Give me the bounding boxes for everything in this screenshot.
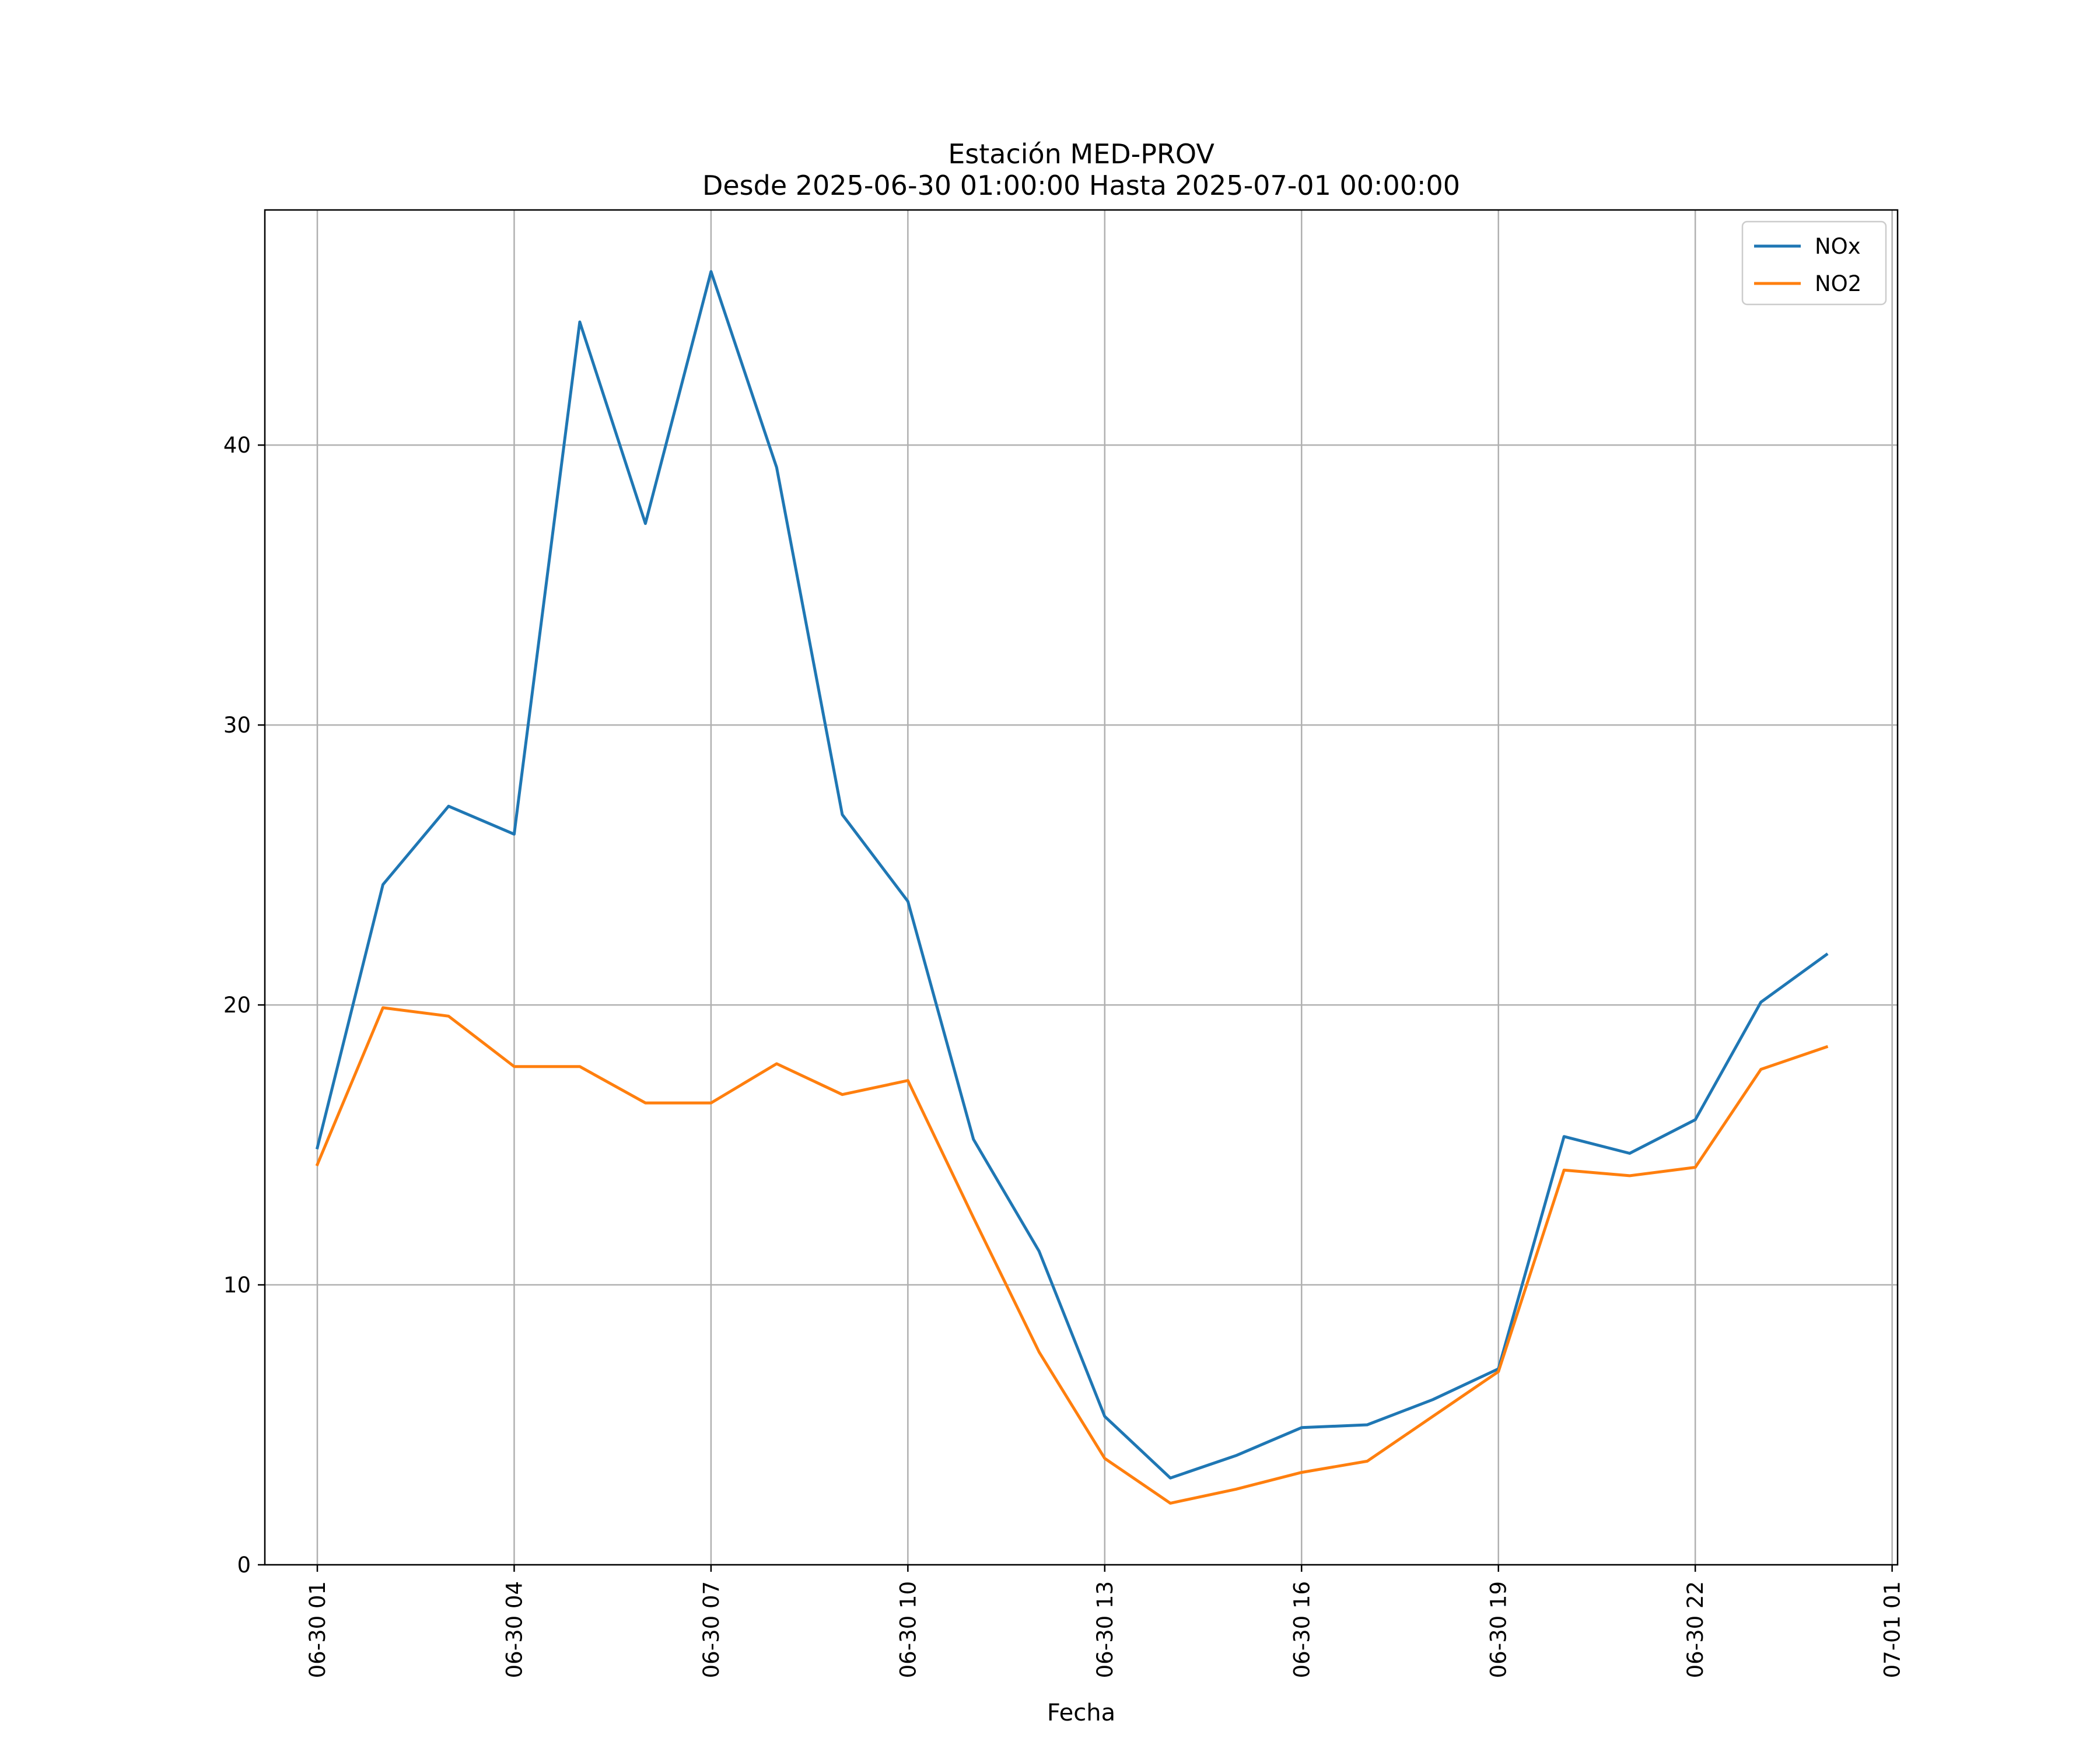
series-lines bbox=[315, 270, 1829, 1505]
x-tick-label: 06-30 16 bbox=[1289, 1581, 1314, 1678]
legend-box bbox=[1741, 220, 1887, 306]
y-tick-label: 20 bbox=[223, 993, 251, 1018]
x-axis-label: Fecha bbox=[1047, 1700, 1115, 1726]
chart-title: Estación MED-PROV bbox=[948, 138, 1214, 170]
axis-ticks: 06-30 01 06-30 04 06-30 07 06-30 10 06-30 13… bbox=[223, 433, 1905, 1678]
legend: NOx NO2 bbox=[1741, 220, 1887, 306]
x-tick-label: 07-01 01 bbox=[1880, 1581, 1905, 1678]
grid bbox=[265, 210, 1898, 1566]
plot-area-frame bbox=[264, 209, 1899, 1566]
x-tick-label: 06-30 19 bbox=[1486, 1581, 1511, 1678]
chart-subtitle: Desde 2025-06-30 01:00:00 Hasta 2025-07-… bbox=[702, 170, 1460, 201]
series-line-no2 bbox=[315, 1006, 1829, 1505]
y-tick-label: 0 bbox=[237, 1553, 251, 1578]
legend-label-nox: NOx bbox=[1815, 234, 1861, 259]
x-tick-label: 06-30 22 bbox=[1683, 1581, 1708, 1678]
y-tick-label: 10 bbox=[223, 1273, 251, 1298]
x-tick-label: 06-30 07 bbox=[699, 1581, 724, 1678]
series-line-nox bbox=[315, 270, 1829, 1480]
x-tick-label: 06-30 04 bbox=[502, 1581, 527, 1678]
legend-label-no2: NO2 bbox=[1815, 271, 1861, 296]
y-tick-label: 30 bbox=[223, 713, 251, 738]
x-tick-label: 06-30 10 bbox=[895, 1581, 921, 1678]
x-tick-label: 06-30 13 bbox=[1093, 1581, 1118, 1678]
x-tick-label: 06-30 01 bbox=[305, 1581, 330, 1678]
y-tick-label: 40 bbox=[223, 433, 251, 458]
